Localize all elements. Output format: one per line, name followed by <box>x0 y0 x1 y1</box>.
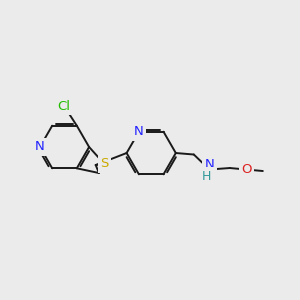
Text: N: N <box>134 125 144 138</box>
Text: O: O <box>241 163 252 176</box>
Text: N: N <box>205 158 214 171</box>
Text: N: N <box>35 140 45 154</box>
Text: S: S <box>100 157 108 170</box>
Text: Cl: Cl <box>58 100 71 113</box>
Text: H: H <box>202 169 211 183</box>
